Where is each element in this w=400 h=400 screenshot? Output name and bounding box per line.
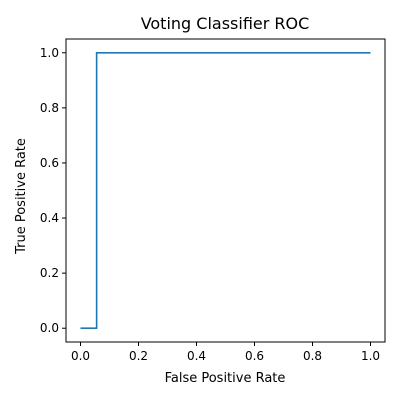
y-axis-ticks: 0.0 0.2 0.4 0.6 0.8 1.0	[40, 46, 66, 335]
y-tick-label: 0.4	[40, 211, 59, 225]
y-axis-label: True Positive Rate	[14, 138, 29, 255]
axes-frame	[65, 38, 386, 343]
chart-title: Voting Classifier ROC	[141, 14, 310, 33]
plot-area: 0.0 0.2 0.4 0.6 0.8 1.0 0.0 0.2 0.4 0.6 0.8 1.0	[40, 38, 386, 363]
x-tick-label: 0.8	[303, 349, 322, 363]
y-tick-label: 0.2	[40, 266, 59, 280]
x-tick-label: 1.0	[361, 349, 380, 363]
y-tick-label: 1.0	[40, 46, 59, 60]
x-tick-label: 0.2	[129, 349, 148, 363]
x-tick-label: 0.6	[245, 349, 264, 363]
x-axis-ticks: 0.0 0.2 0.4 0.6 0.8 1.0	[71, 342, 380, 363]
x-tick-label: 0.0	[71, 349, 90, 363]
y-tick-label: 0.8	[40, 101, 59, 115]
y-tick-label: 0.6	[40, 156, 59, 170]
roc-curve-line	[80, 51, 371, 330]
x-tick-label: 0.4	[187, 349, 206, 363]
y-tick-label: 0.0	[40, 321, 59, 335]
x-axis-label: False Positive Rate	[165, 371, 286, 386]
series-layer	[80, 51, 371, 330]
